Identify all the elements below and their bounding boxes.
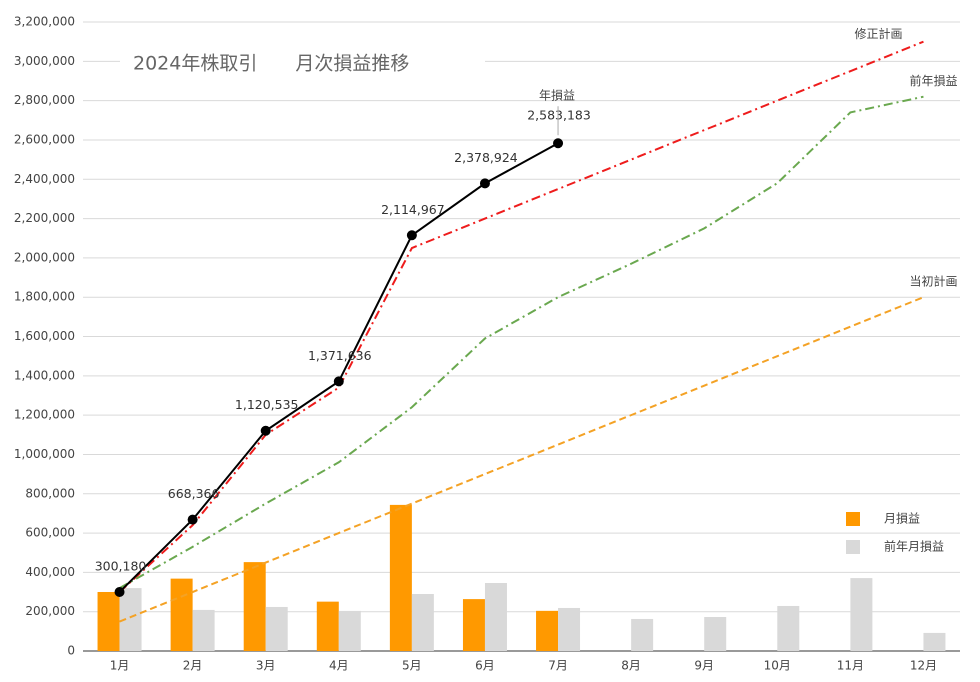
bar [338, 610, 361, 651]
bar [536, 610, 559, 651]
y-tick-label: 2,600,000 [14, 132, 75, 146]
bar [243, 562, 266, 651]
series-label: 当初計画 [909, 274, 957, 289]
x-tick-label: 6月 [475, 659, 495, 673]
line-marker [553, 138, 564, 149]
y-tick-label: 0 [67, 644, 75, 658]
data-label: 2,378,924 [454, 150, 518, 165]
x-tick-label: 4月 [329, 659, 349, 673]
y-tick-label: 2,800,000 [14, 93, 75, 107]
line-marker [406, 230, 417, 241]
data-label: 2,114,967 [381, 202, 445, 217]
y-tick-label: 1,800,000 [14, 290, 75, 304]
x-tick-label: 9月 [694, 659, 714, 673]
bar [484, 582, 507, 651]
legend-label: 月損益 [884, 511, 920, 526]
x-tick-label: 11月 [837, 659, 864, 673]
bar [389, 504, 412, 651]
data-label: 300,180 [95, 558, 147, 573]
legend-swatch [846, 512, 860, 526]
bar [192, 609, 215, 651]
bar [704, 616, 727, 651]
x-tick-label: 12月 [910, 659, 937, 673]
series-label: 年損益 [539, 88, 575, 103]
bar [923, 632, 946, 651]
bar [316, 601, 339, 651]
x-tick-label: 1月 [110, 659, 130, 673]
y-tick-label: 600,000 [25, 526, 75, 540]
x-tick-label: 10月 [764, 659, 791, 673]
y-tick-label: 400,000 [25, 565, 75, 579]
bar [411, 593, 434, 651]
line-marker [333, 376, 344, 387]
data-label: 1,371,636 [308, 348, 372, 363]
y-tick-label: 3,200,000 [14, 15, 75, 29]
y-tick-label: 3,000,000 [14, 54, 75, 68]
chart-title: 2024年株取引 月次損益推移 [133, 53, 409, 75]
bar [850, 578, 873, 651]
line-series [118, 142, 559, 593]
line-marker [187, 514, 198, 525]
y-tick-label: 2,400,000 [14, 172, 75, 186]
title-background [120, 48, 485, 78]
bar [558, 607, 581, 651]
legend-swatch [846, 540, 860, 554]
y-tick-label: 2,200,000 [14, 211, 75, 225]
bar [97, 591, 120, 651]
x-tick-label: 3月 [256, 659, 276, 673]
series-label: 修正計画 [854, 26, 902, 41]
y-tick-label: 200,000 [25, 604, 75, 618]
bar [170, 578, 193, 651]
legend-label: 前年月損益 [884, 539, 944, 554]
x-tick-label: 2月 [183, 659, 203, 673]
bar [462, 599, 485, 651]
y-tick-label: 1,000,000 [14, 447, 75, 461]
bar [631, 618, 654, 651]
data-label: 668,366 [168, 486, 220, 501]
x-tick-label: 7月 [548, 659, 568, 673]
line-marker [260, 425, 271, 436]
line-series [119, 296, 924, 623]
y-tick-label: 1,400,000 [14, 368, 75, 382]
line-series [119, 95, 924, 589]
bar [777, 605, 800, 651]
data-label: 1,120,535 [235, 397, 299, 412]
y-tick-label: 1,200,000 [14, 408, 75, 422]
series-label: 前年損益 [909, 73, 957, 88]
x-tick-label: 5月 [402, 659, 422, 673]
data-label: 2,583,183 [527, 108, 591, 123]
y-tick-label: 2,000,000 [14, 250, 75, 264]
line-series [118, 40, 924, 593]
line-marker [114, 586, 125, 597]
x-tick-label: 8月 [621, 659, 641, 673]
bar [119, 588, 142, 651]
y-tick-label: 800,000 [25, 486, 75, 500]
line-marker [479, 178, 490, 189]
y-tick-label: 1,600,000 [14, 329, 75, 343]
bar [265, 606, 288, 651]
